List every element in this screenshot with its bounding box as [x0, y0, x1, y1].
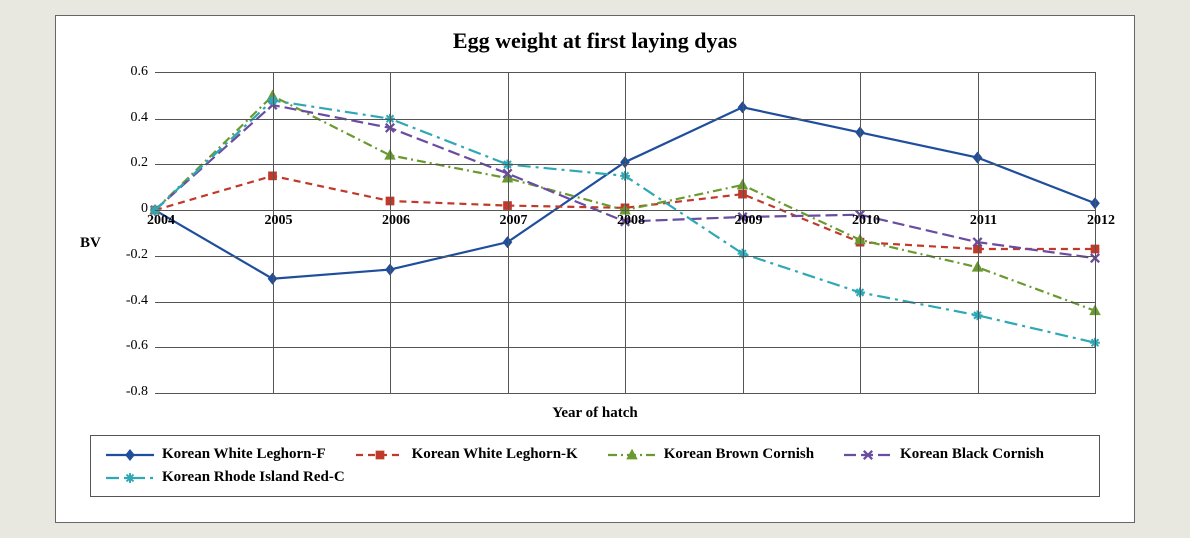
y-tick-label: -0.8: [98, 384, 148, 400]
legend-swatch: [106, 471, 154, 485]
grid-line-v: [978, 73, 979, 393]
grid-line-v: [390, 73, 391, 393]
y-tick-label: 0.4: [98, 110, 148, 126]
x-tick-label: 2004: [147, 213, 175, 229]
x-tick-label: 2012: [1087, 213, 1115, 229]
legend-item: Korean White Leghorn-K: [356, 446, 578, 463]
grid-line-v: [508, 73, 509, 393]
legend-label: Korean Black Cornish: [900, 446, 1044, 463]
x-tick-label: 2010: [852, 213, 880, 229]
legend-item: Korean Black Cornish: [844, 446, 1044, 463]
legend-swatch: [356, 448, 404, 462]
legend: Korean White Leghorn-F Korean White Legho…: [90, 435, 1100, 497]
x-tick-label: 2009: [735, 213, 763, 229]
grid-line-v: [743, 73, 744, 393]
legend-swatch: [608, 448, 656, 462]
chart-title: Egg weight at first laying dyas: [0, 28, 1190, 54]
chart-container: Egg weight at first laying dyas BV Year …: [0, 0, 1190, 538]
plot-area: [155, 72, 1096, 394]
legend-item: Korean White Leghorn-F: [106, 446, 326, 463]
y-tick-label: 0.6: [98, 64, 148, 80]
y-tick-label: 0.2: [98, 155, 148, 171]
legend-swatch: [106, 448, 154, 462]
x-tick-label: 2005: [265, 213, 293, 229]
y-tick-label: 0: [98, 201, 148, 217]
legend-label: Korean Rhode Island Red-C: [162, 469, 345, 486]
legend-item: Korean Rhode Island Red-C: [106, 469, 345, 486]
x-axis-title: Year of hatch: [0, 405, 1190, 422]
y-tick-label: -0.4: [98, 293, 148, 309]
grid-line-v: [860, 73, 861, 393]
legend-label: Korean Brown Cornish: [664, 446, 814, 463]
y-tick-label: -0.2: [98, 247, 148, 263]
x-tick-label: 2007: [500, 213, 528, 229]
legend-swatch: [844, 448, 892, 462]
grid-line-v: [273, 73, 274, 393]
grid-line-v: [625, 73, 626, 393]
x-tick-label: 2006: [382, 213, 410, 229]
legend-label: Korean White Leghorn-K: [412, 446, 578, 463]
legend-item: Korean Brown Cornish: [608, 446, 814, 463]
x-tick-label: 2008: [617, 213, 645, 229]
grid-line-v: [1095, 73, 1096, 393]
x-tick-label: 2011: [970, 213, 997, 229]
legend-label: Korean White Leghorn-F: [162, 446, 326, 463]
y-tick-label: -0.6: [98, 338, 148, 354]
